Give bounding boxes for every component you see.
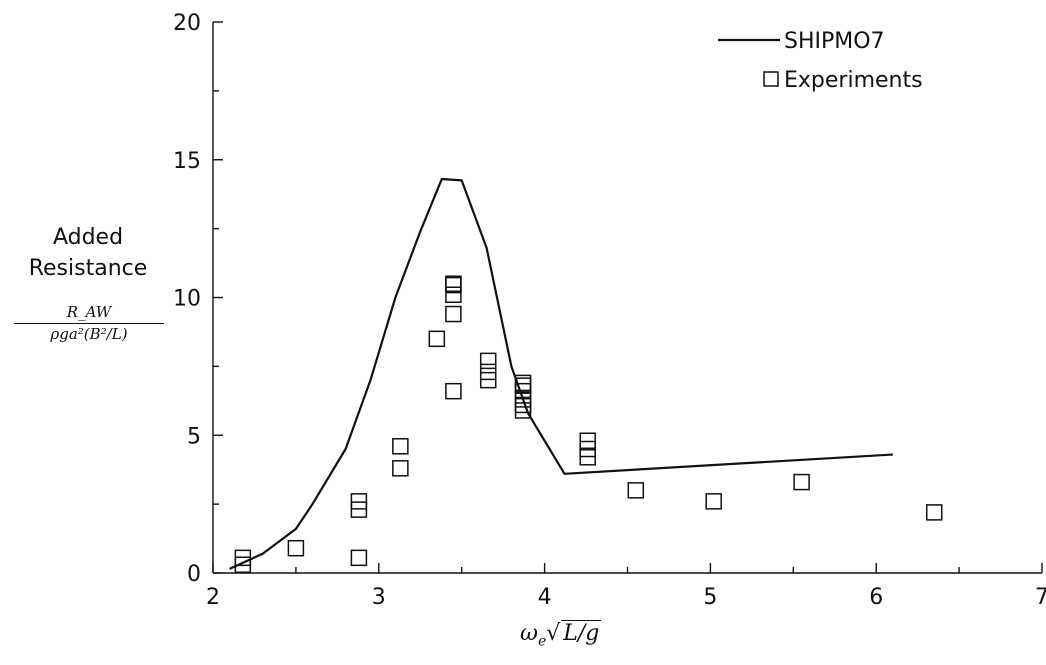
y-axis-label: Added Resistance	[8, 222, 168, 284]
x-tick-label: 3	[372, 585, 386, 610]
x-tick-label: 5	[703, 585, 717, 610]
radical-sign: √	[546, 621, 561, 646]
series-lines	[229, 177, 893, 570]
y-axis-fraction-denominator: ρga²(B²/L)	[14, 323, 164, 343]
experiment-marker	[445, 276, 462, 294]
x-tick-label: 2	[206, 585, 220, 610]
legend: SHIPMO7 Experiments	[718, 29, 923, 93]
x-tick-label: 6	[869, 585, 883, 610]
x-axis-label: ωe√ L/g	[520, 620, 602, 650]
experiment-marker	[350, 549, 368, 567]
ticks: 2 3 4 5 6 7 0 5 10 15 20	[173, 11, 1046, 610]
experiment-marker	[925, 504, 943, 521]
experiment-marker	[579, 432, 596, 450]
series-line-shipmo7	[229, 177, 893, 570]
x-axis-label-subscript: e	[537, 633, 547, 650]
experiment-marker	[445, 286, 462, 303]
x-tick-label: 4	[538, 585, 552, 610]
legend-square-symbol	[763, 71, 779, 87]
experiment-marker	[579, 440, 596, 458]
experiment-marker	[445, 382, 462, 400]
experiment-marker	[627, 482, 645, 499]
experiment-marker	[514, 391, 532, 408]
x-axis-label-base: ω	[520, 621, 538, 646]
y-tick-label: 5	[187, 424, 201, 449]
experiment-marker	[445, 275, 462, 292]
y-tick-label: 0	[187, 562, 201, 587]
experiment-marker	[579, 449, 596, 466]
legend-label-experiments: Experiments	[784, 68, 923, 93]
y-tick-label: 10	[173, 287, 201, 312]
y-tick-label: 20	[173, 11, 201, 36]
y-axis-label-line-1: Added	[52, 225, 124, 250]
y-axis-label-line-2: Resistance	[28, 256, 148, 281]
experiment-marker	[793, 473, 810, 491]
experiment-marker	[287, 539, 305, 557]
series-points	[234, 275, 943, 573]
legend-label-shipmo7: SHIPMO7	[784, 29, 885, 54]
axes	[212, 22, 1042, 574]
experiment-marker	[234, 549, 252, 567]
experiment-marker	[428, 330, 446, 348]
experiment-marker	[479, 371, 497, 389]
experiment-marker	[350, 493, 368, 510]
experiment-marker	[350, 501, 368, 518]
experiment-marker	[514, 374, 532, 392]
y-axis-fraction-numerator: R_AW	[66, 303, 112, 321]
y-axis-label-fraction: R_AW ρga²(B²/L)	[14, 303, 164, 343]
experiment-marker	[479, 363, 497, 381]
experiment-marker	[392, 438, 409, 455]
experiment-marker	[392, 460, 409, 477]
experiment-marker	[705, 493, 722, 510]
x-tick-label: 7	[1035, 585, 1046, 610]
experiment-marker	[479, 352, 497, 370]
y-tick-label: 15	[173, 149, 201, 174]
experiment-marker	[445, 305, 462, 323]
x-axis-label-radicand: L/g	[561, 620, 602, 646]
